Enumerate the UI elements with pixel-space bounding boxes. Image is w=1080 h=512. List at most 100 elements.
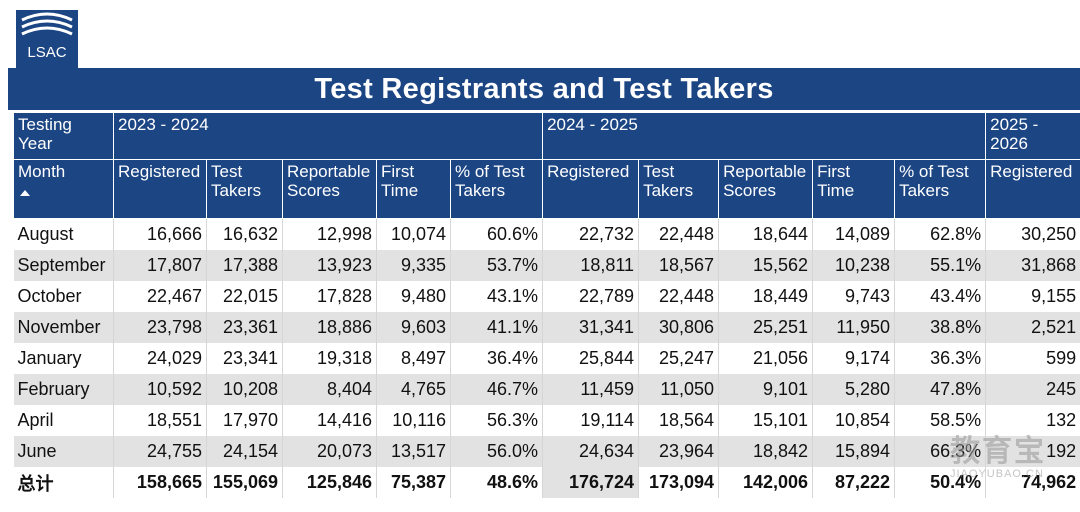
value-cell: 53.7% [450, 250, 544, 281]
month-cell: September [13, 250, 114, 281]
value-cell: 9,174 [812, 343, 896, 374]
total-cell: 125,846 [282, 467, 377, 498]
value-cell: 192 [985, 436, 1080, 467]
value-cell: 9,101 [718, 374, 814, 405]
col-header[interactable]: Test Takers [206, 159, 283, 219]
value-cell: 19,318 [282, 343, 377, 374]
value-cell: 5,280 [812, 374, 896, 405]
month-cell: November [13, 312, 114, 343]
testing-year-header: Testing Year [13, 112, 114, 160]
col-header[interactable]: Registered [113, 159, 207, 219]
total-cell: 48.6% [450, 467, 544, 498]
table-row: September 17,807 17,388 13,923 9,335 53.… [13, 250, 1080, 281]
year-header-2023: 2023 - 2024 [112, 112, 544, 160]
value-cell: 18,567 [638, 250, 720, 281]
year-header-2025: 2025 - 2026 [985, 112, 1080, 160]
total-label: 总计 [13, 467, 114, 498]
total-row: 总计 158,665 155,069 125,846 75,387 48.6% … [13, 467, 1080, 498]
value-cell: 13,517 [376, 436, 451, 467]
col-header[interactable]: % of Test Takers [894, 159, 987, 219]
col-header[interactable]: First Time [812, 159, 896, 219]
table-row: January 24,029 23,341 19,318 8,497 36.4%… [13, 343, 1080, 374]
value-cell: 22,015 [206, 281, 283, 312]
value-cell: 12,998 [282, 218, 377, 250]
value-cell: 24,154 [206, 436, 283, 467]
col-header[interactable]: Reportable Scores [718, 159, 814, 219]
col-header[interactable]: % of Test Takers [449, 159, 544, 219]
total-cell-selected[interactable]: 176,724 [542, 467, 640, 498]
value-cell: 11,459 [542, 374, 640, 405]
value-cell: 8,404 [282, 374, 377, 405]
value-cell: 18,644 [718, 218, 814, 250]
value-cell: 10,116 [376, 405, 451, 436]
value-cell: 46.7% [450, 374, 544, 405]
value-cell: 22,467 [113, 281, 207, 312]
month-cell: February [13, 374, 114, 405]
total-cell: 173,094 [638, 467, 720, 498]
value-cell: 17,388 [206, 250, 283, 281]
col-header[interactable]: Registered [985, 159, 1080, 219]
value-cell: 38.8% [894, 312, 987, 343]
total-cell: 142,006 [718, 467, 814, 498]
value-cell: 9,480 [376, 281, 451, 312]
watermark: 教育宝 JIAOYUBAO.CN [950, 436, 1046, 481]
col-header[interactable]: Test Takers [638, 159, 720, 219]
value-cell: 55.1% [894, 250, 987, 281]
table-row: October 22,467 22,015 17,828 9,480 43.1%… [13, 281, 1080, 312]
value-cell: 24,755 [113, 436, 207, 467]
month-cell: October [13, 281, 114, 312]
value-cell: 9,743 [812, 281, 896, 312]
year-header-2024: 2024 - 2025 [542, 112, 987, 160]
value-cell: 18,886 [282, 312, 377, 343]
value-cell: 60.6% [450, 218, 544, 250]
table-row: November 23,798 23,361 18,886 9,603 41.1… [13, 312, 1080, 343]
value-cell: 24,029 [113, 343, 207, 374]
value-cell: 22,448 [638, 281, 720, 312]
value-cell: 17,970 [206, 405, 283, 436]
value-cell: 25,247 [638, 343, 720, 374]
value-cell: 56.0% [450, 436, 544, 467]
sort-ascending-icon[interactable] [20, 190, 30, 196]
value-cell: 30,250 [985, 218, 1080, 250]
value-cell: 36.4% [450, 343, 544, 374]
value-cell: 10,074 [376, 218, 451, 250]
lsac-logo: LSAC [16, 10, 78, 68]
value-cell: 11,950 [812, 312, 896, 343]
value-cell: 16,632 [206, 218, 283, 250]
value-cell: 41.1% [450, 312, 544, 343]
col-header[interactable]: Reportable Scores [282, 159, 377, 219]
value-cell: 31,868 [985, 250, 1080, 281]
value-cell: 15,894 [812, 436, 896, 467]
value-cell: 11,050 [638, 374, 720, 405]
value-cell: 17,828 [282, 281, 377, 312]
value-cell: 25,251 [718, 312, 814, 343]
value-cell: 19,114 [542, 405, 640, 436]
value-cell: 18,564 [638, 405, 720, 436]
value-cell: 2,521 [985, 312, 1080, 343]
month-cell: April [13, 405, 114, 436]
table-row: February 10,592 10,208 8,404 4,765 46.7%… [13, 374, 1080, 405]
value-cell: 13,923 [282, 250, 377, 281]
value-cell: 18,842 [718, 436, 814, 467]
month-cell: August [13, 218, 114, 250]
total-cell: 75,387 [376, 467, 451, 498]
value-cell: 62.8% [894, 218, 987, 250]
data-table: Testing Year 2023 - 2024 2024 - 2025 202… [13, 112, 1080, 498]
value-cell: 36.3% [894, 343, 987, 374]
value-cell: 4,765 [376, 374, 451, 405]
value-cell: 43.4% [894, 281, 987, 312]
table-row: June 24,755 24,154 20,073 13,517 56.0% 2… [13, 436, 1080, 467]
value-cell: 56.3% [450, 405, 544, 436]
value-cell: 47.8% [894, 374, 987, 405]
value-cell: 31,341 [542, 312, 640, 343]
watermark-sub: JIAOYUBAO.CN [950, 468, 1044, 480]
value-cell: 66.3% [894, 436, 987, 467]
value-cell: 16,666 [113, 218, 207, 250]
month-header[interactable]: Month [13, 159, 114, 219]
total-cell: 87,222 [812, 467, 896, 498]
col-header[interactable]: Registered [542, 159, 640, 219]
col-header[interactable]: First Time [376, 159, 451, 219]
value-cell: 9,335 [376, 250, 451, 281]
value-cell: 22,732 [542, 218, 640, 250]
value-cell: 23,964 [638, 436, 720, 467]
